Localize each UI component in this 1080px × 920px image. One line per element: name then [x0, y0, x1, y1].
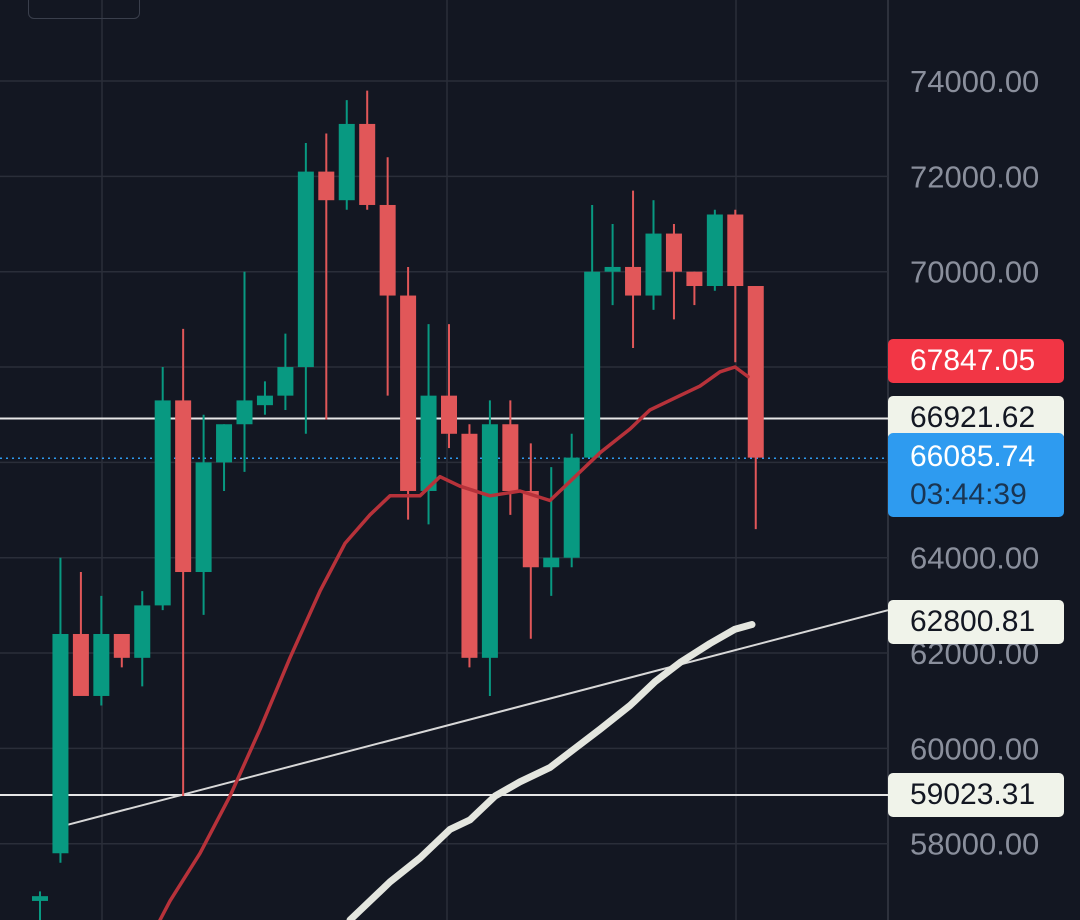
moving-average-short — [158, 365, 750, 920]
trendline-tag: 62800.81 — [888, 599, 1064, 644]
moving-average-long — [346, 621, 756, 920]
candle-up — [420, 324, 437, 525]
candle-up — [134, 591, 151, 687]
candle-up — [154, 367, 171, 611]
y-tick-label: 60000.00 — [910, 731, 1039, 766]
candle-body — [154, 400, 171, 606]
candle-body — [113, 633, 130, 658]
y-tick-label: 74000.00 — [910, 64, 1039, 99]
candle-body — [686, 271, 703, 287]
candle-body — [297, 171, 314, 368]
candle-down — [502, 400, 519, 515]
candle-up — [604, 224, 621, 306]
candle-body — [72, 633, 89, 696]
candle-body — [134, 605, 151, 658]
candle-down — [72, 572, 89, 696]
candle-body — [175, 400, 192, 573]
candle-down — [359, 90, 376, 210]
candle-up — [543, 467, 560, 596]
moving-averages — [158, 365, 756, 920]
last-price-label: 66085.74 — [910, 440, 1036, 473]
candle-up — [563, 433, 580, 568]
candle-up — [93, 595, 110, 706]
candle-body — [93, 633, 110, 696]
candle-body — [236, 400, 253, 425]
candle-body — [604, 266, 621, 272]
trendline-line — [67, 609, 889, 826]
candle-up — [236, 271, 253, 472]
y-tick-label: 58000.00 — [910, 827, 1039, 862]
candle-down — [625, 190, 642, 348]
candle-body — [216, 424, 233, 463]
candle-down — [665, 224, 682, 320]
candle-body — [277, 367, 294, 396]
candle-up — [277, 333, 294, 410]
candle-up — [584, 204, 601, 458]
level-upper-label: 66921.62 — [910, 401, 1036, 435]
y-tick-label: 70000.00 — [910, 255, 1039, 290]
last-price-tag: 66085.74 03:44:39 — [888, 433, 1064, 517]
candle-down — [686, 271, 703, 306]
level-tag-lower: 59023.31 — [888, 772, 1064, 817]
candle-up — [706, 209, 723, 291]
red-price-tag: 67847.05 — [888, 339, 1064, 383]
candle-down — [318, 133, 335, 420]
candle-body — [665, 233, 682, 272]
candle-up — [195, 414, 212, 615]
candle-up — [256, 381, 273, 415]
candle-body — [338, 123, 355, 201]
candle-body — [256, 395, 273, 406]
candle-up — [481, 400, 498, 696]
candle-body — [195, 462, 212, 573]
candle-body — [502, 424, 519, 491]
y-tick-label: 64000.00 — [910, 541, 1039, 576]
candle-down — [441, 324, 457, 449]
candle-body — [420, 395, 437, 491]
candle-down — [461, 424, 478, 668]
candle-body — [543, 557, 560, 568]
candle-body — [706, 214, 723, 287]
candle-up — [52, 557, 69, 863]
candle-body — [32, 896, 48, 901]
candle-down — [727, 209, 744, 363]
candle-up — [338, 100, 355, 210]
candle-body — [441, 395, 457, 434]
trendline-label: 62800.81 — [910, 604, 1036, 638]
candle-body — [522, 490, 539, 568]
y-tick-label: 72000.00 — [910, 159, 1039, 194]
candle-body — [400, 295, 417, 491]
candle-body — [625, 266, 642, 296]
candle-down — [522, 443, 539, 639]
candle-body — [379, 204, 396, 296]
candle-body — [359, 123, 376, 205]
candle-down — [175, 328, 192, 797]
candle-down — [400, 266, 417, 520]
countdown-label: 03:44:39 — [910, 478, 1027, 511]
candle-up — [297, 143, 314, 434]
candle-body — [52, 633, 69, 854]
candle-body — [481, 424, 498, 658]
candle-up — [216, 424, 233, 491]
grid — [0, 0, 889, 920]
toolbar-button[interactable] — [28, 0, 140, 19]
candle-down — [113, 633, 130, 668]
trendline — [67, 609, 889, 826]
candle-body — [318, 171, 335, 201]
candle-body — [727, 214, 744, 287]
candle-body — [584, 271, 601, 458]
candle-down — [379, 157, 396, 396]
candle-down — [747, 286, 764, 530]
candle-body — [645, 233, 662, 296]
candle-up — [645, 200, 662, 310]
candle-body — [747, 286, 764, 458]
level-lower-label: 59023.31 — [910, 777, 1036, 811]
candle-up — [32, 891, 48, 920]
red-price-label: 67847.05 — [910, 344, 1036, 377]
candle-body — [461, 433, 478, 658]
